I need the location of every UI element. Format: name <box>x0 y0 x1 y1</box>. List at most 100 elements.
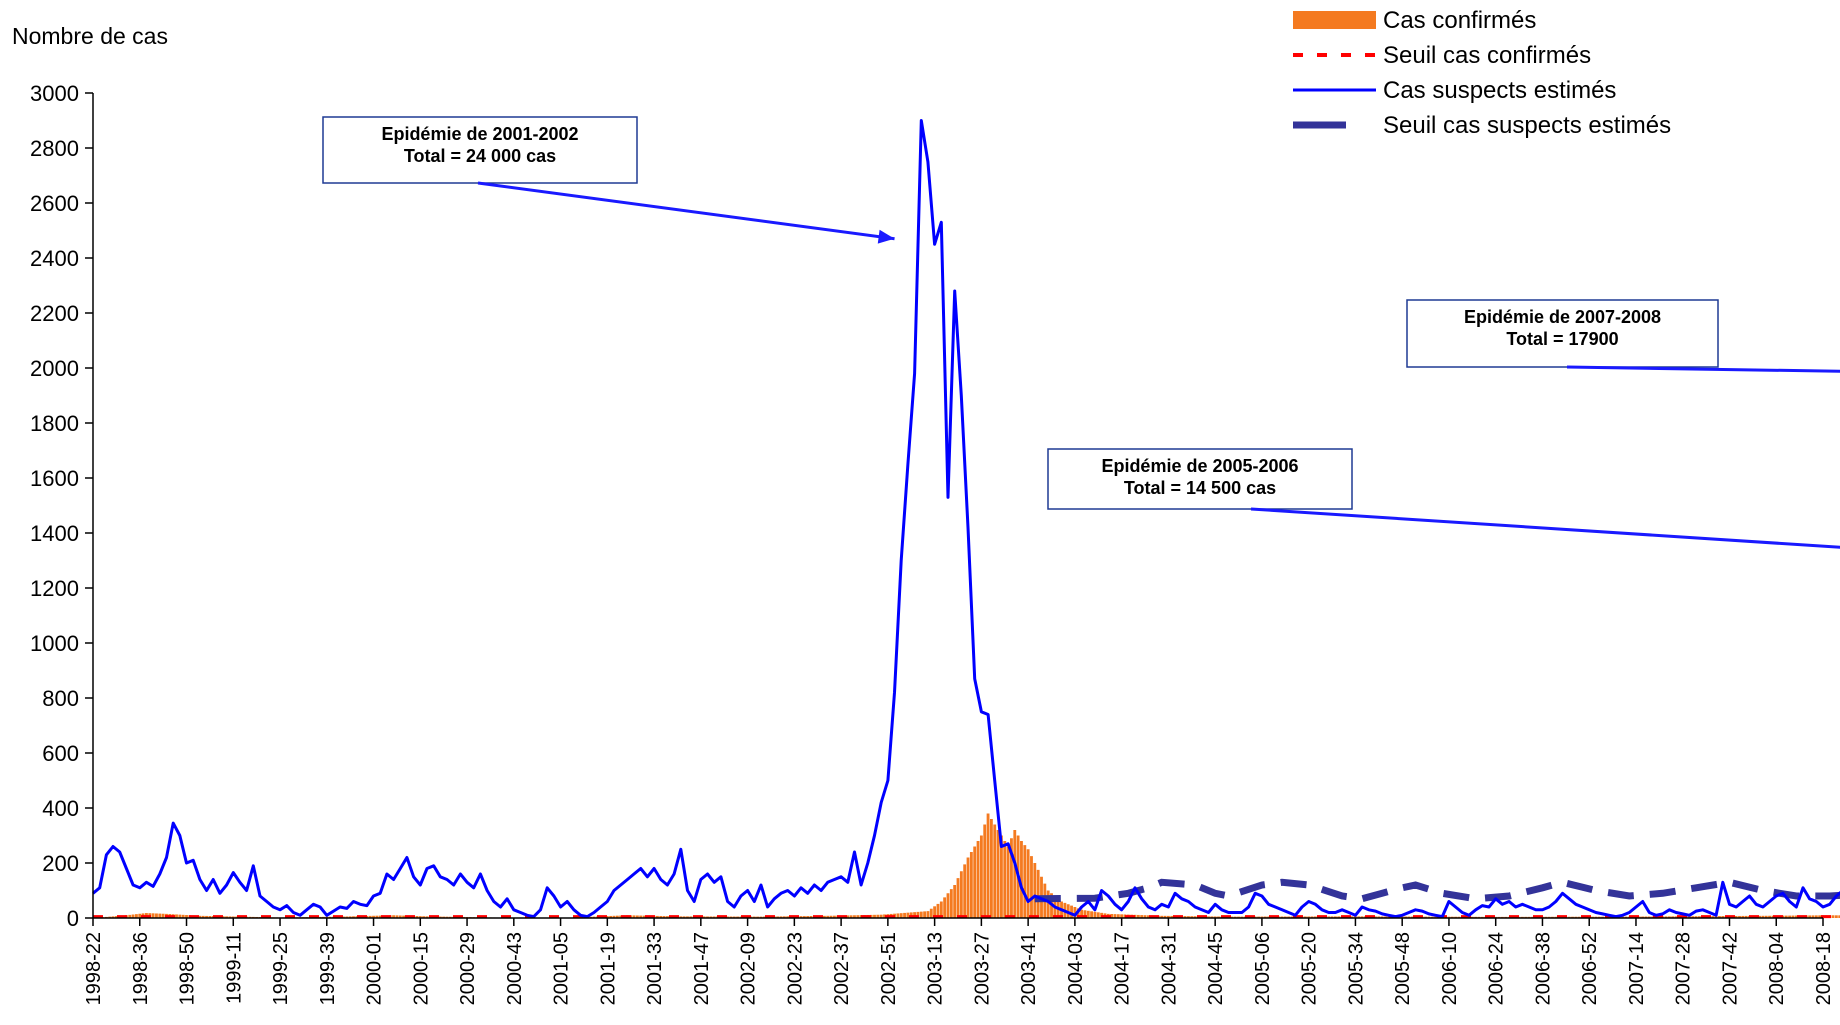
bar <box>916 911 920 918</box>
x-tick-label: 2005-48 <box>1392 932 1414 1005</box>
x-tick-label: 2005-34 <box>1345 932 1367 1005</box>
bar <box>1033 863 1037 918</box>
bar <box>375 915 379 918</box>
bar <box>993 824 997 918</box>
bar <box>682 916 686 918</box>
y-axis-title: Nombre de cas <box>12 23 168 49</box>
y-tick-label: 1000 <box>30 631 79 656</box>
bar <box>1026 849 1030 918</box>
bar <box>826 915 830 918</box>
bar <box>1093 911 1097 918</box>
bar <box>999 835 1003 918</box>
annotation-title: Epidémie de 2007-2008 <box>1464 307 1661 327</box>
bar <box>1741 915 1745 918</box>
bar <box>161 913 165 918</box>
bar <box>1030 856 1033 918</box>
annotation-total: Total = 14 500 cas <box>1124 478 1276 498</box>
bar <box>706 916 709 918</box>
bar <box>1110 913 1114 918</box>
bar <box>1327 916 1331 918</box>
bar <box>973 846 977 918</box>
x-tick-label: 2003-41 <box>1018 932 1040 1005</box>
bar <box>178 914 182 918</box>
bar <box>1120 914 1124 918</box>
bar <box>1357 916 1361 918</box>
bar <box>1166 915 1170 918</box>
bar <box>114 916 118 918</box>
bar <box>873 914 876 918</box>
bar <box>1090 911 1094 918</box>
bar <box>181 914 185 918</box>
x-tick-label: 2000-43 <box>504 932 526 1005</box>
bar <box>612 915 616 918</box>
bar <box>782 916 786 918</box>
bar <box>138 913 142 918</box>
bar <box>1330 916 1334 918</box>
bar <box>422 916 426 918</box>
bar <box>849 915 853 918</box>
x-tick-label: 2006-24 <box>1486 932 1508 1005</box>
bar <box>425 916 429 918</box>
y-tick-label: 1200 <box>30 576 79 601</box>
x-tick-label: 2004-03 <box>1065 932 1087 1005</box>
bar <box>1113 914 1117 918</box>
bar <box>1207 916 1210 918</box>
threshold-lines <box>93 878 1840 919</box>
bar <box>1013 830 1017 918</box>
bar <box>348 916 352 918</box>
annotation-title: Epidémie de 2005-2006 <box>1101 456 1298 476</box>
bar <box>1808 915 1812 918</box>
bar <box>1337 916 1341 918</box>
x-tick-label: 2000-29 <box>457 932 479 1005</box>
bar <box>1784 915 1788 918</box>
x-tick-label: 2000-15 <box>410 932 432 1005</box>
bar <box>1838 915 1840 918</box>
bar <box>392 915 395 918</box>
y-tick-label: 0 <box>67 906 79 931</box>
bar <box>786 916 790 918</box>
bar <box>1761 915 1765 918</box>
bar <box>1020 841 1023 918</box>
bar <box>996 830 1000 918</box>
annotation-arrow <box>1566 365 1840 373</box>
bar <box>966 857 970 918</box>
bar <box>395 915 399 918</box>
bar <box>1811 915 1815 918</box>
legend-label: Cas suspects estimés <box>1383 77 1616 104</box>
bar <box>949 889 953 918</box>
bars-cas-confirmes <box>94 813 1840 918</box>
bar <box>1667 916 1671 918</box>
bar <box>1193 916 1197 918</box>
bar <box>879 914 883 918</box>
x-tick-label: 1998-22 <box>83 932 105 1005</box>
bar <box>853 915 856 918</box>
y-tick-label: 1800 <box>30 411 79 436</box>
bar <box>1377 916 1381 918</box>
bar <box>175 914 178 918</box>
bar <box>979 835 983 918</box>
bar <box>913 912 917 918</box>
x-tick-label: 1998-50 <box>177 932 199 1005</box>
bar <box>1140 915 1144 918</box>
x-tick-label: 2008-18 <box>1813 932 1835 1005</box>
bar <box>1764 915 1768 918</box>
bar <box>151 913 155 918</box>
bar <box>1006 846 1010 918</box>
bar <box>679 916 683 918</box>
legend-label: Seuil cas suspects estimés <box>1383 112 1671 139</box>
y-tick-label: 3000 <box>30 81 79 106</box>
bar <box>896 913 900 918</box>
y-tick-label: 1400 <box>30 521 79 546</box>
bar <box>1073 907 1077 918</box>
y-tick-label: 2200 <box>30 301 79 326</box>
x-tick-label: 2000-01 <box>364 932 386 1005</box>
bar <box>963 864 967 918</box>
bar <box>1814 915 1818 918</box>
x-tick-label: 2006-38 <box>1532 932 1554 1005</box>
x-tick-label: 2007-28 <box>1673 932 1695 1005</box>
bar <box>201 915 205 918</box>
legend-label: Cas confirmés <box>1383 7 1536 34</box>
y-tick-label: 2400 <box>30 246 79 271</box>
bar <box>959 871 963 918</box>
bar <box>776 916 780 918</box>
